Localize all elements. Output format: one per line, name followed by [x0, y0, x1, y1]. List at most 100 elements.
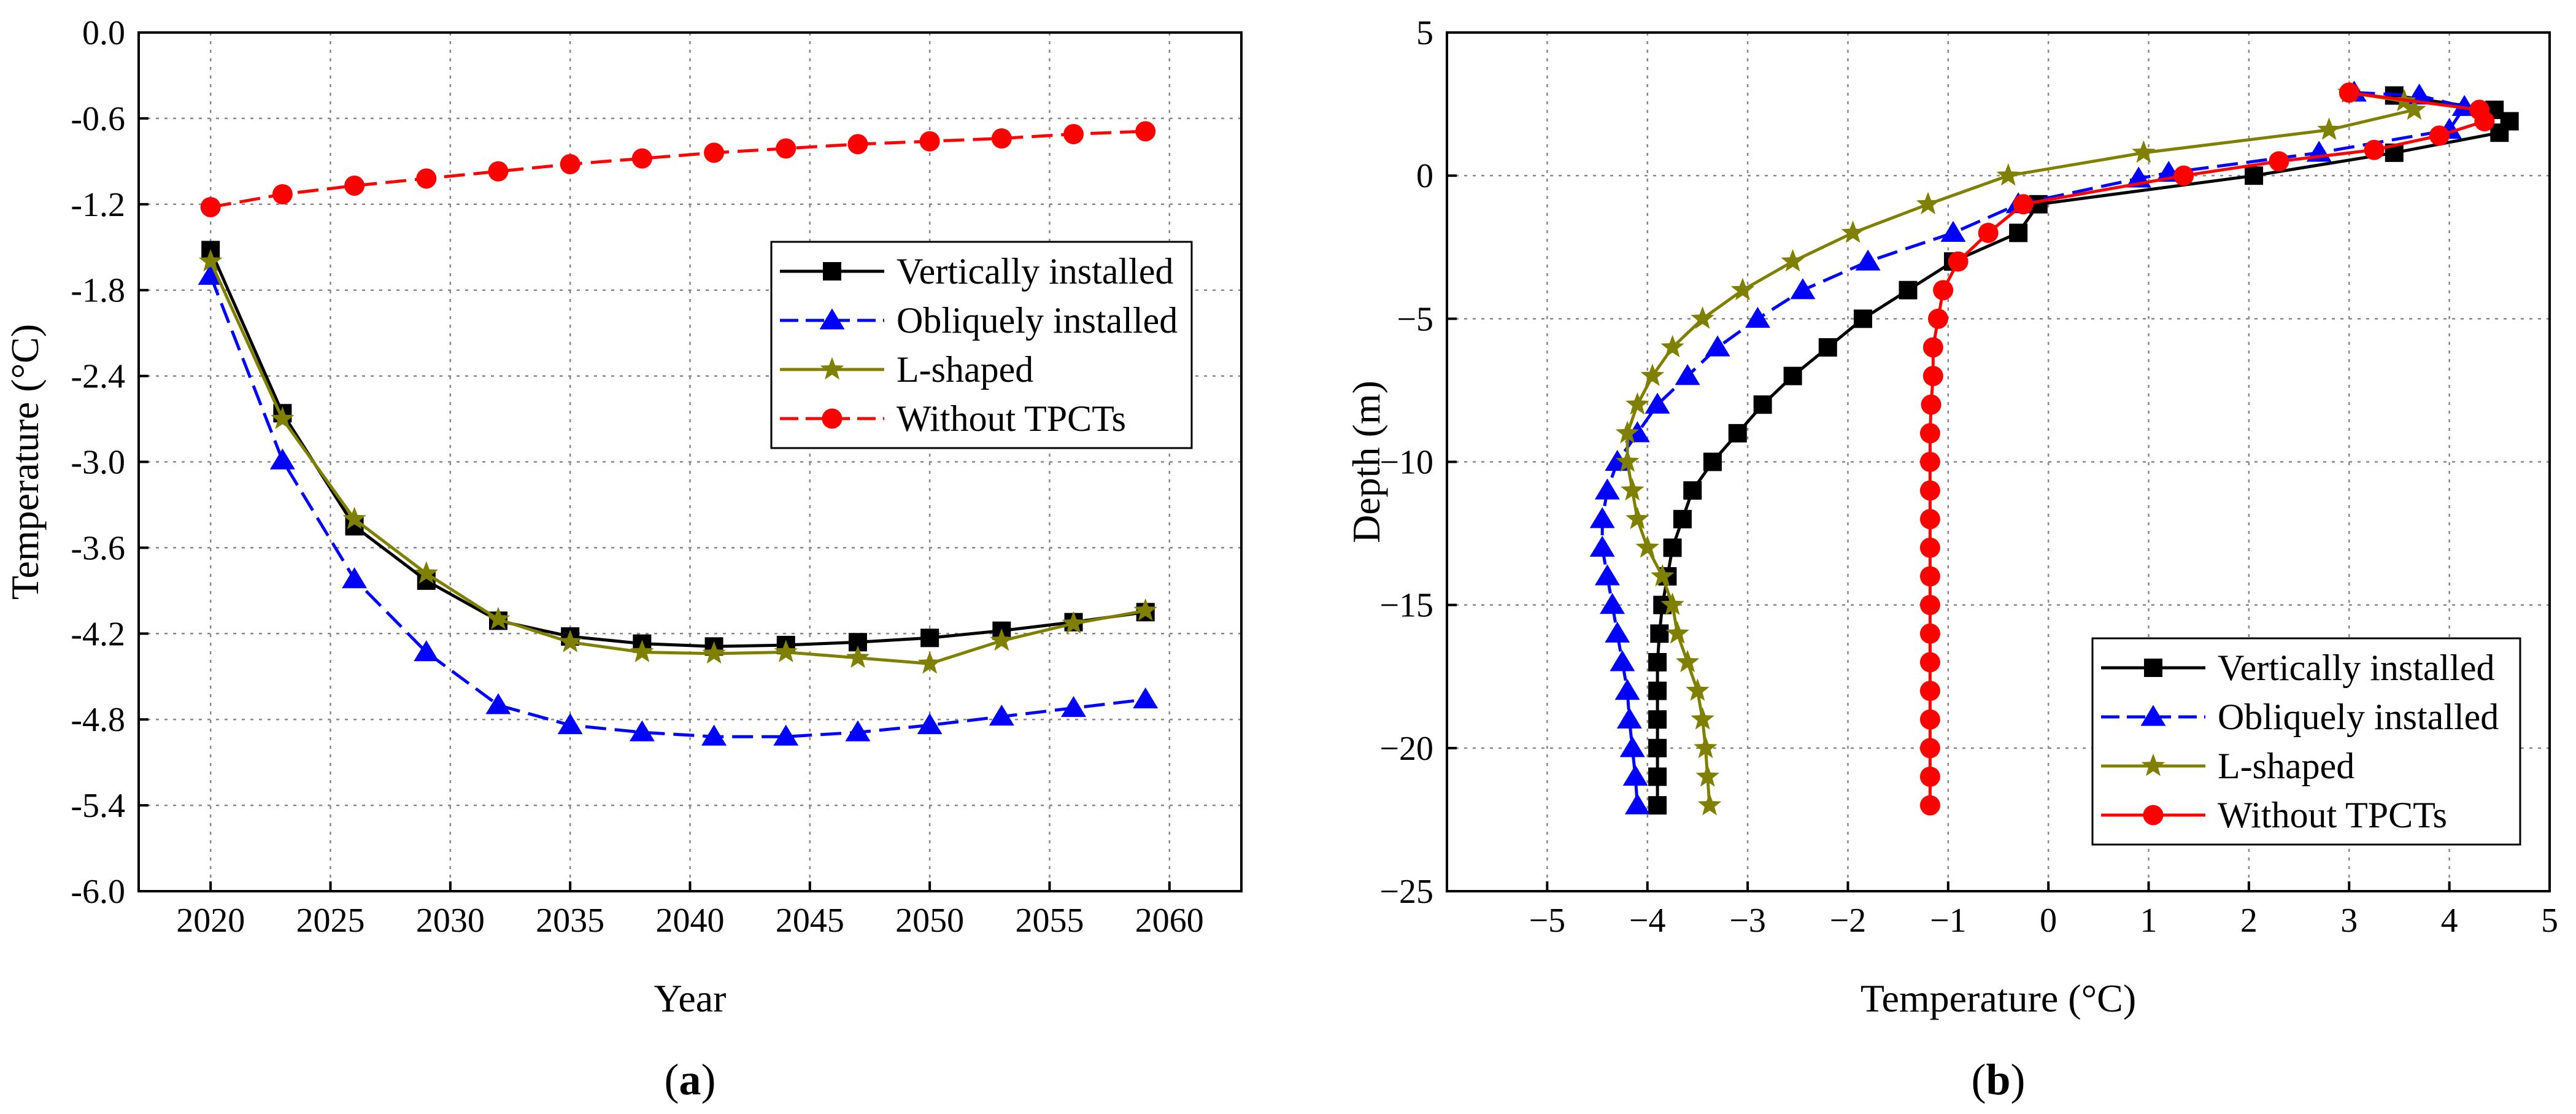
legend-marker-l-shaped — [820, 357, 844, 380]
data-point-without-tpcts — [416, 168, 437, 189]
data-point-l-shaped — [1660, 592, 1684, 615]
data-point-obliquely-installed — [1624, 793, 1650, 814]
data-point-without-tpcts — [1919, 652, 1940, 673]
data-point-vertically-installed — [920, 629, 939, 648]
data-point-l-shaped — [486, 606, 511, 630]
data-point-obliquely-installed — [1855, 249, 1881, 271]
y-tick-label: 0 — [1416, 157, 1433, 195]
data-point-obliquely-installed — [269, 448, 295, 470]
data-point-l-shaped — [1062, 611, 1086, 634]
legend-label-l-shaped: L-shaped — [2218, 746, 2354, 786]
legend-entry-obliquely-installed: Obliquely installed — [2101, 697, 2499, 737]
data-point-l-shaped — [1133, 598, 1157, 621]
legend-entry-vertically-installed: Vertically installed — [2101, 648, 2495, 688]
y-tick-label: -1.8 — [71, 272, 125, 310]
panel-a-label-close: ) — [701, 1055, 716, 1104]
data-point-without-tpcts — [2364, 139, 2385, 160]
panel-b-series — [1589, 80, 2519, 816]
x-tick-label: 1 — [2140, 902, 2158, 940]
y-tick-label: −20 — [1379, 730, 1433, 768]
series-l-shaped — [1615, 80, 2426, 816]
series-l-shaped — [198, 249, 1157, 674]
y-tick-label: -4.2 — [71, 615, 125, 653]
data-point-obliquely-installed — [1600, 593, 1625, 614]
data-point-without-tpcts — [991, 128, 1012, 149]
y-tick-label: 5 — [1416, 14, 1433, 52]
data-point-vertically-installed — [1899, 280, 1918, 300]
series-line-vertically-installed — [209, 249, 1146, 648]
x-tick-label: −1 — [1930, 902, 1967, 940]
panel-a-series — [198, 121, 1159, 746]
data-point-vertically-installed — [1683, 481, 1702, 500]
panel-b-y-axis-title: Depth (m) — [1344, 381, 1388, 543]
x-tick-label: 3 — [2340, 902, 2358, 940]
data-point-obliquely-installed — [1745, 306, 1770, 328]
series-obliquely-installed — [198, 263, 1159, 746]
panel-b-label-open: ( — [1971, 1055, 1986, 1104]
data-point-l-shaped — [1694, 735, 1718, 759]
data-point-without-tpcts — [1135, 121, 1156, 142]
x-tick-label: 2030 — [416, 902, 485, 940]
panel-a-ticks: 2020 2025 2030 2035 2040 2045 2050 2055 2060 0.0 -… — [71, 14, 1203, 940]
legend-marker-without-tpcts — [822, 408, 843, 429]
legend-entry-l-shaped: L-shaped — [2101, 746, 2354, 786]
data-point-l-shaped — [1697, 792, 1722, 816]
y-tick-label: -1.2 — [71, 186, 125, 224]
x-tick-label: 2060 — [1135, 902, 1204, 940]
panel-b-chart: −5 −4 −3 −2 −1 0 1 2 3 4 550−5−10−15−20−25 Tempera… — [1344, 14, 2558, 1104]
series-without-tpcts — [200, 121, 1156, 217]
legend-entry-without-tpcts: Without TPCTs — [780, 398, 1126, 439]
data-point-without-tpcts — [1919, 480, 1940, 501]
data-point-without-tpcts — [1919, 681, 1940, 702]
data-point-obliquely-installed — [1619, 736, 1645, 757]
data-point-without-tpcts — [2013, 194, 2034, 215]
data-point-obliquely-installed — [198, 263, 223, 285]
data-point-l-shaped — [1916, 191, 1940, 215]
x-tick-label: 2025 — [296, 902, 365, 940]
data-point-obliquely-installed — [414, 640, 439, 662]
data-point-without-tpcts — [200, 196, 221, 217]
y-tick-label: 0.0 — [82, 14, 125, 52]
data-point-without-tpcts — [1919, 795, 1940, 816]
data-point-l-shaped — [1841, 220, 1865, 243]
panel-a-chart: 2020 2025 2030 2035 2040 2045 2050 2055 2060 0.0 -… — [3, 14, 1243, 1104]
y-tick-label: -3.0 — [71, 444, 125, 482]
data-point-without-tpcts — [1927, 308, 1948, 329]
y-tick-label: −5 — [1397, 300, 1433, 338]
x-tick-label: 2040 — [656, 902, 725, 940]
series-line-l-shaped — [1625, 91, 2418, 806]
x-tick-label: −5 — [1529, 902, 1566, 940]
data-point-obliquely-installed — [1594, 564, 1620, 586]
data-point-without-tpcts — [560, 154, 580, 175]
legend-label-l-shaped: L-shaped — [897, 349, 1033, 390]
y-tick-label: −15 — [1379, 587, 1433, 625]
panel-a-y-axis-title: Temperature (°C) — [3, 324, 47, 600]
panel-b-label-letter: b — [1986, 1055, 2010, 1104]
x-tick-label: 2 — [2240, 902, 2258, 940]
x-tick-label: 2045 — [776, 902, 844, 940]
data-point-without-tpcts — [2474, 111, 2495, 132]
data-point-obliquely-installed — [1589, 507, 1615, 528]
data-point-obliquely-installed — [1645, 392, 1670, 414]
data-point-obliquely-installed — [1133, 687, 1159, 709]
data-point-l-shaped — [1635, 535, 1659, 558]
data-point-without-tpcts — [2339, 82, 2359, 103]
data-point-l-shaped — [630, 640, 654, 662]
x-tick-label: −4 — [1629, 902, 1666, 940]
data-point-obliquely-installed — [557, 713, 583, 735]
y-tick-label: -0.6 — [71, 100, 125, 138]
legend-entry-vertically-installed: Vertically installed — [780, 251, 1174, 292]
x-tick-label: 2050 — [895, 902, 964, 940]
legend-label-obliquely-installed: Obliquely installed — [2218, 697, 2499, 737]
data-point-without-tpcts — [1919, 452, 1940, 472]
data-point-l-shaped — [774, 640, 798, 662]
y-tick-label: −25 — [1379, 873, 1433, 911]
data-point-without-tpcts — [1922, 337, 1943, 358]
series-without-tpcts — [1919, 82, 2495, 816]
data-point-vertically-installed — [1753, 395, 1772, 414]
data-point-vertically-installed — [2009, 223, 2028, 242]
panel-b-legend-items: Vertically installed Obliquely installed L… — [2101, 648, 2499, 835]
x-tick-label: 2020 — [176, 902, 245, 940]
panel-b-x-axis-title: Temperature (°C) — [1861, 977, 2136, 1020]
data-point-l-shaped — [1640, 363, 1665, 386]
